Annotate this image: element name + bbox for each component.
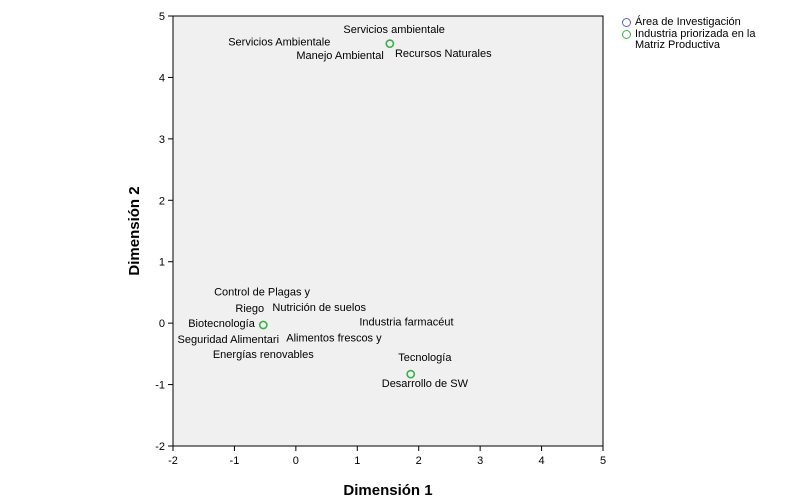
data-point bbox=[258, 320, 268, 330]
point-label: Industria farmacéut bbox=[359, 317, 453, 329]
point-label: Desarrollo de SW bbox=[382, 378, 469, 390]
point-label: Tecnología bbox=[398, 352, 452, 364]
point-label: Control de Plagas y bbox=[214, 287, 310, 299]
data-point bbox=[406, 369, 416, 379]
point-label: Energías renovables bbox=[213, 349, 314, 361]
x-tick-label: -2 bbox=[168, 455, 178, 467]
y-axis: -2 -1 0 1 2 3 4 5 bbox=[155, 11, 173, 453]
legend-label: Industria priorizada en la Matriz Produc… bbox=[635, 28, 756, 51]
point-label: Recursos Naturales bbox=[395, 48, 492, 60]
y-axis-title: Dimensión 2 bbox=[126, 186, 143, 275]
legend-label: Área de Investigación bbox=[635, 16, 741, 28]
point-label: Biotecnología bbox=[188, 318, 256, 330]
x-tick-label: 2 bbox=[416, 455, 422, 467]
x-tick-label: 1 bbox=[354, 455, 360, 467]
x-tick-label: 4 bbox=[539, 455, 545, 467]
legend-item-area: Área de Investigación bbox=[622, 17, 787, 28]
x-axis-title: Dimensión 1 bbox=[343, 482, 432, 499]
point-label: Alimentos frescos y bbox=[286, 333, 382, 345]
x-tick-label: 5 bbox=[600, 455, 606, 467]
y-tick-label: 2 bbox=[159, 195, 165, 207]
y-tick-label: -1 bbox=[155, 380, 165, 392]
x-axis: -2 -1 0 1 2 3 4 5 bbox=[168, 446, 606, 467]
y-tick-label: -2 bbox=[155, 441, 165, 453]
data-points bbox=[258, 39, 416, 379]
legend: Área de Investigación Industria prioriza… bbox=[622, 17, 787, 52]
x-tick-label: 3 bbox=[477, 455, 483, 467]
data-point bbox=[385, 39, 395, 49]
point-label: Servicios Ambientale bbox=[228, 36, 330, 48]
plot-area bbox=[172, 15, 604, 447]
y-tick-label: 5 bbox=[159, 11, 165, 23]
y-tick-label: 3 bbox=[159, 134, 165, 146]
point-labels: Servicios ambientale Servicios Ambientale… bbox=[178, 24, 493, 390]
y-tick-label: 4 bbox=[159, 72, 165, 84]
point-label: Nutrición de suelos bbox=[272, 302, 366, 314]
x-tick-label: 0 bbox=[293, 455, 299, 467]
circle-marker-icon bbox=[622, 30, 631, 39]
point-label: Seguridad Alimentari bbox=[178, 334, 280, 346]
circle-marker-icon bbox=[622, 18, 631, 27]
x-tick-label: -1 bbox=[230, 455, 240, 467]
point-label: Manejo Ambiental bbox=[296, 50, 383, 62]
point-label: Riego bbox=[235, 303, 264, 315]
legend-item-industria: Industria priorizada en la Matriz Produc… bbox=[622, 29, 787, 51]
y-tick-label: 1 bbox=[159, 257, 165, 269]
point-label: Servicios ambientale bbox=[343, 24, 445, 36]
y-tick-label: 0 bbox=[159, 318, 165, 330]
